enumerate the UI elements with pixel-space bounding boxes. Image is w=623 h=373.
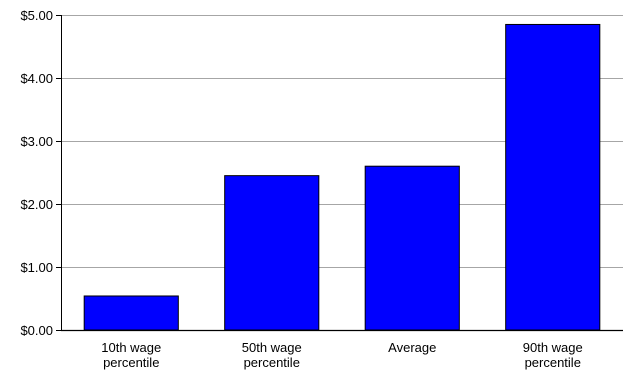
y-tick-label: $0.00 bbox=[20, 323, 53, 338]
axes bbox=[56, 15, 623, 332]
y-tick-label: $1.00 bbox=[20, 260, 53, 275]
bar bbox=[83, 295, 179, 331]
bar bbox=[224, 175, 320, 331]
x-tick-label: 50th wage percentile bbox=[242, 340, 302, 370]
x-tick-label: Average bbox=[388, 340, 436, 355]
y-tick-labels: $0.00 $1.00 $2.00 $3.00 $4.00 $5.00 bbox=[20, 8, 53, 338]
bar bbox=[505, 23, 601, 331]
y-tick-label: $2.00 bbox=[20, 197, 53, 212]
x-tick-label: 90th wage percentile bbox=[523, 340, 583, 370]
y-tick-label: $5.00 bbox=[20, 8, 53, 23]
bar bbox=[364, 165, 460, 331]
x-tick-label: 10th wage percentile bbox=[101, 340, 161, 370]
y-tick-label: $3.00 bbox=[20, 134, 53, 149]
bars bbox=[83, 23, 601, 331]
y-tick-label: $4.00 bbox=[20, 71, 53, 86]
x-tick-labels: 10th wage percentile 50th wage percentile Av… bbox=[101, 340, 583, 370]
